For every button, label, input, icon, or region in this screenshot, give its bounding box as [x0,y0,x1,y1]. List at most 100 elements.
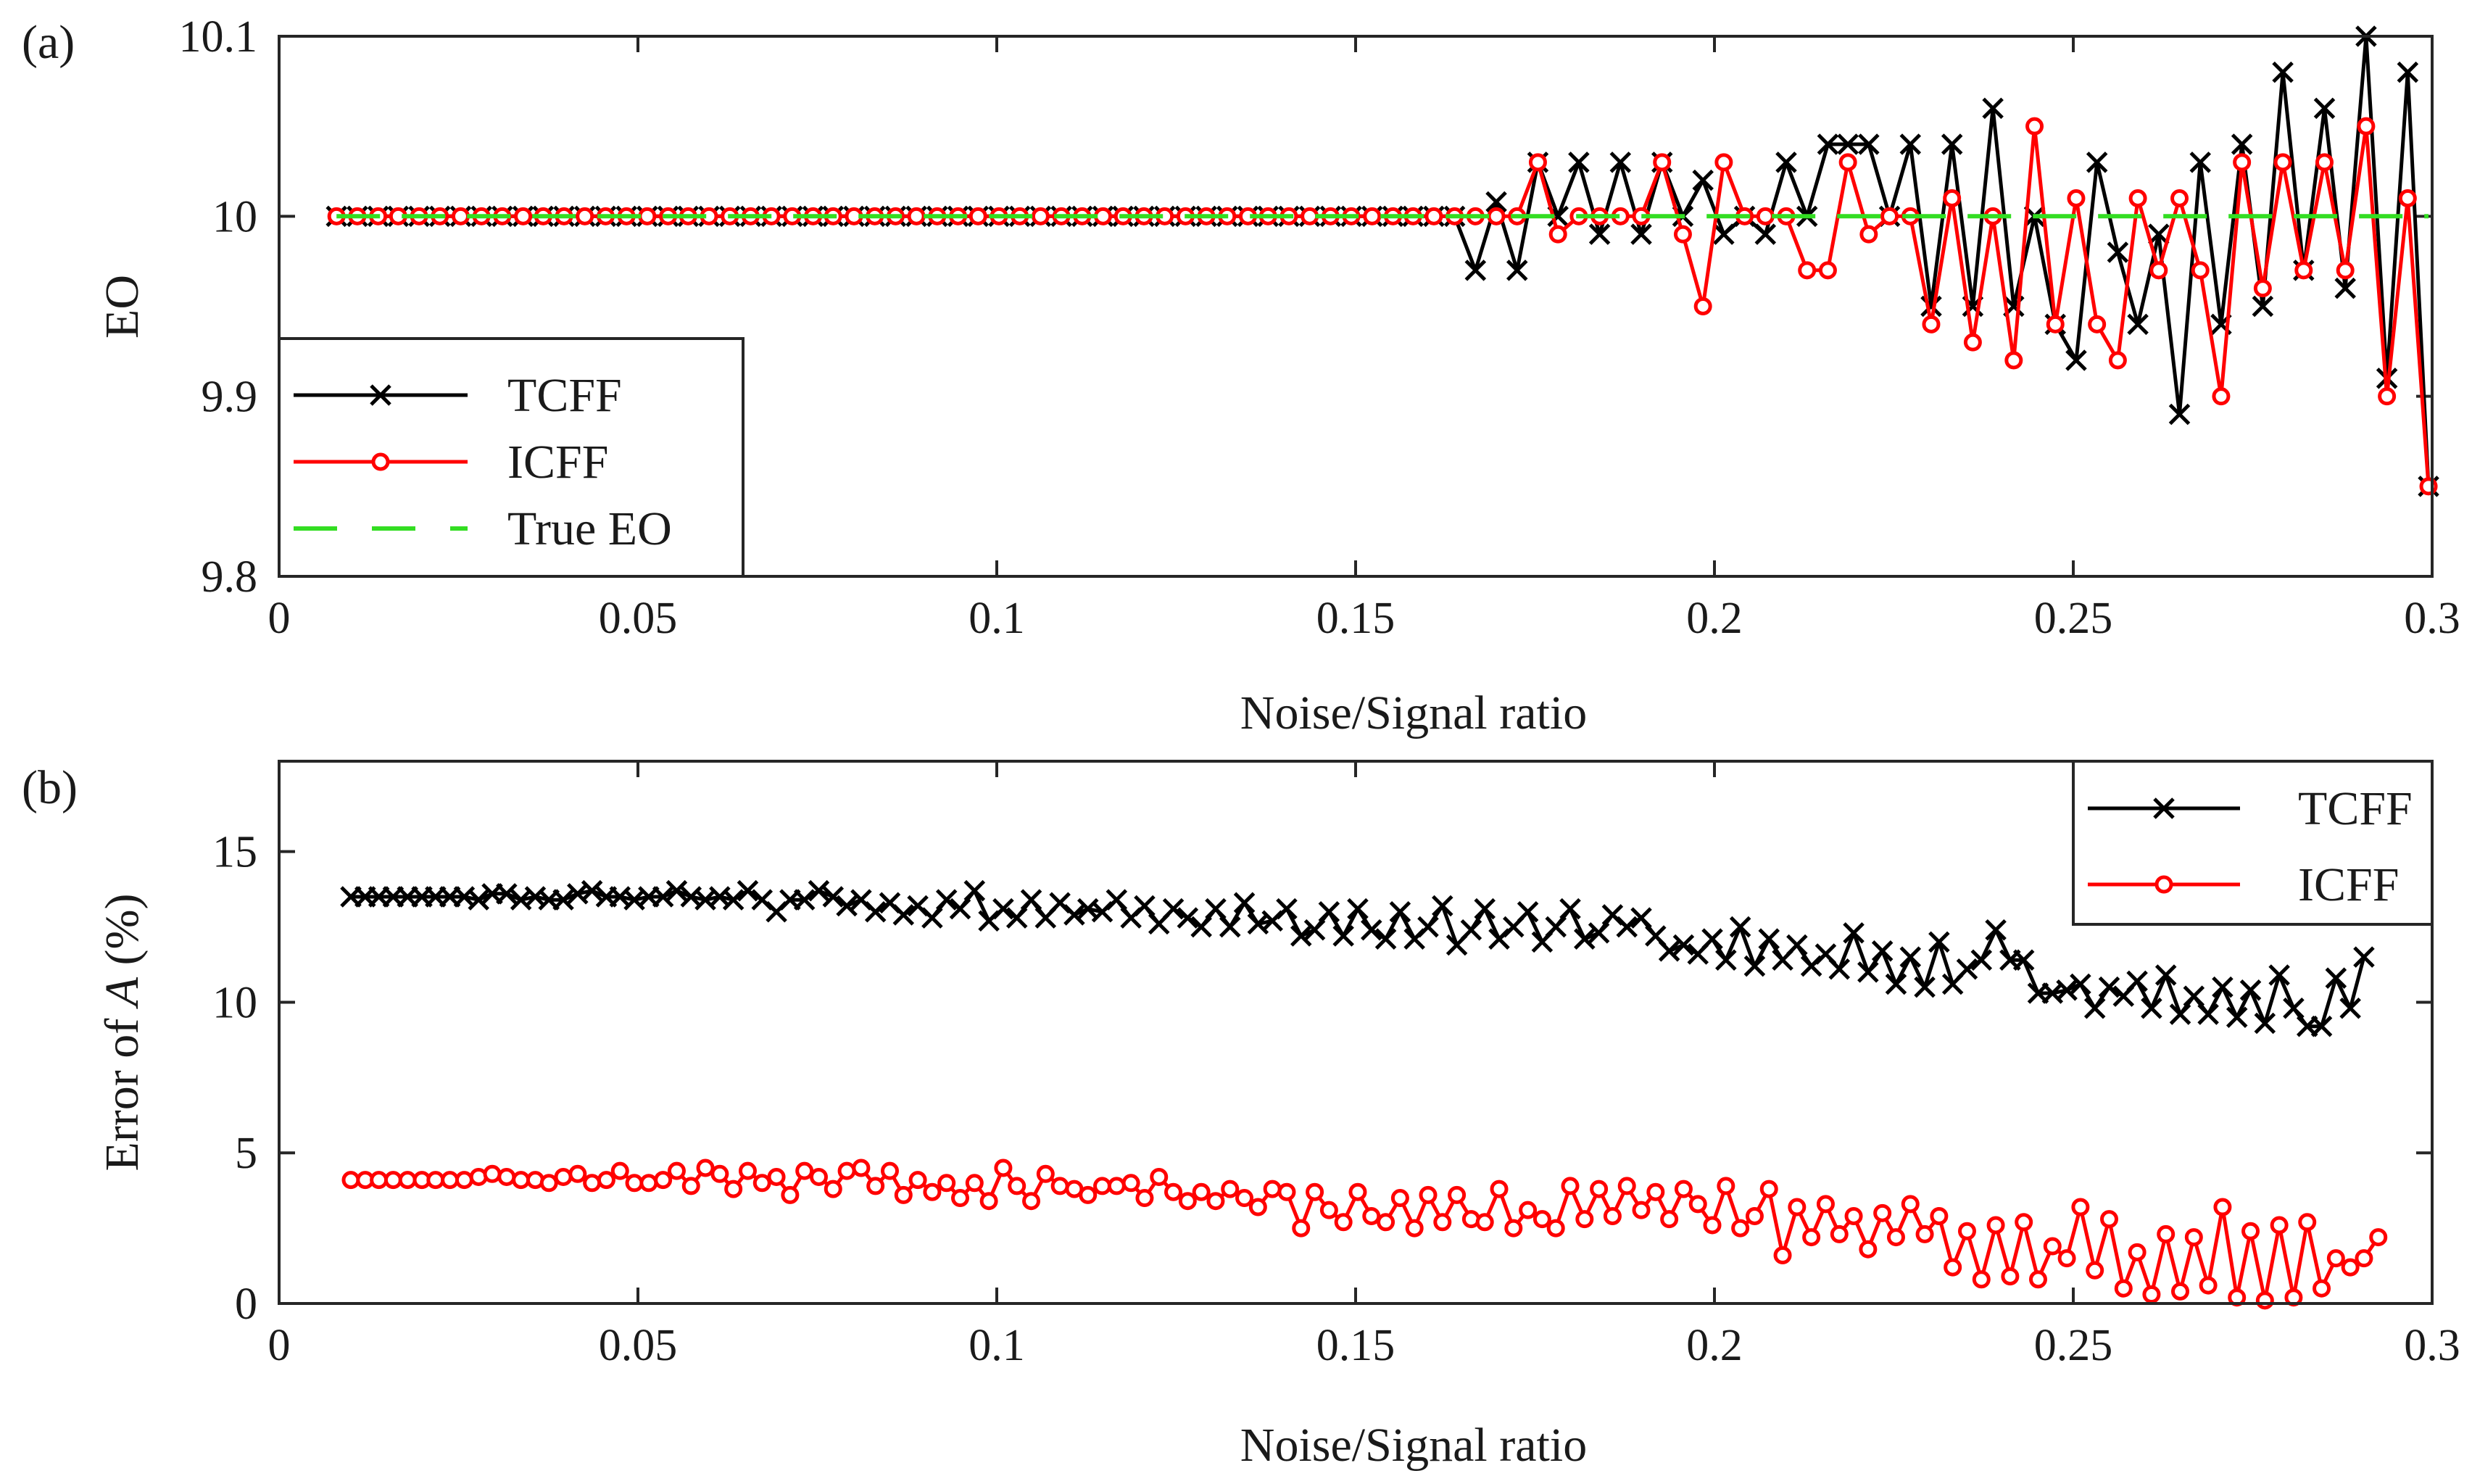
data-point-icff [1107,1177,1126,1195]
legend-marker-tcff [2153,797,2175,819]
panel-b-series [340,879,2388,1310]
data-point-tcff [2334,277,2356,299]
data-point-tcff [1754,223,1777,245]
data-point-icff [1475,1213,1494,1232]
data-point-icff [795,1161,814,1180]
data-point-icff [1150,1167,1169,1186]
data-point-icff [1164,1182,1183,1201]
data-point-tcff [2107,241,2129,263]
data-point-icff [951,1189,970,1208]
data-point-icff [738,1161,757,1180]
data-point-icff [1731,1219,1750,1238]
data-point-icff [441,1171,460,1190]
data-point-tcff [1219,916,1241,938]
y-tick-label: 10.1 [179,12,258,62]
data-point-icff [1693,297,1712,315]
data-point-icff [1548,225,1567,244]
panel-a-series [325,25,2439,497]
data-point-tcff [2325,967,2347,989]
panel-a-y-axis-label: EO [96,275,149,339]
data-point-icff [1957,1222,1976,1240]
data-point-tcff [2126,970,2148,992]
panel-b-y-axis-label-suffix: (%) [96,894,149,977]
data-point-tcff [1630,223,1652,245]
data-point-tcff [1559,898,1581,920]
data-point-icff [2071,1198,2090,1216]
data-point-icff [696,1158,715,1177]
data-point-icff [969,207,987,225]
panel-b-legend-box [2072,760,2434,926]
panel-a-ticks: 0 0.05 0.1 0.15 0.2 0.25 0.3 9.8 9.9 10 10.1 [179,12,2460,643]
data-point-tcff [2183,985,2205,1007]
legend-label-icff: ICFF [507,436,608,489]
data-point-icff [2270,1216,2289,1235]
data-point-icff [824,1180,842,1198]
data-point-icff [1008,1177,1026,1195]
data-point-tcff [1775,152,1797,173]
x-tick-label: 0.15 [1316,594,1395,643]
data-point-icff [638,207,657,225]
panel-b-y-axis-label-prefix: Error of [96,1006,149,1171]
data-point-tcff [1843,922,1865,944]
data-point-icff [1363,207,1382,225]
data-point-tcff [1914,976,1936,998]
data-point-icff [514,207,533,225]
x-tick-label: 0.3 [2404,594,2460,643]
data-point-icff [2369,1228,2388,1247]
data-point-tcff [1588,922,1610,944]
data-point-icff [852,1158,871,1177]
legend-label-icff: ICFF [2298,858,2399,911]
data-point-icff [1022,1192,1041,1211]
data-point-tcff [2098,976,2120,998]
data-point-icff [1575,1210,1594,1229]
data-point-icff [866,1177,885,1195]
data-point-icff [1756,207,1775,225]
data-point-icff [1798,261,1817,280]
data-point-tcff [1817,133,1839,155]
data-point-icff [1178,1192,1197,1211]
data-point-tcff [1332,925,1354,947]
data-point-tcff [1837,133,1859,155]
data-point-icff [1301,207,1319,225]
data-point-icff [1818,261,1837,280]
data-point-icff [341,1171,360,1190]
data-point-tcff [2283,997,2305,1019]
data-point-icff [2241,1222,2260,1240]
data-point-tcff [552,889,574,911]
data-point-tcff [1005,907,1028,929]
data-point-tcff [1460,919,1482,941]
data-point-tcff [892,904,915,926]
data-point-icff [2114,1279,2133,1298]
data-point-icff [2326,1249,2345,1268]
legend-label-tcff: TCFF [2298,782,2413,835]
data-point-tcff [1162,898,1185,920]
data-point-icff [2191,261,2210,280]
data-point-tcff [1474,898,1496,920]
data-point-tcff [1928,931,1950,953]
data-point-icff [710,1164,729,1183]
data-point-tcff [665,879,688,902]
panel-b-x-axis-label: Noise/Signal ratio [1240,1419,1587,1472]
data-point-icff [1886,1228,1905,1247]
data-point-tcff [2252,295,2274,318]
data-point-icff [1319,1201,1338,1219]
data-point-icff [1135,1189,1154,1208]
data-point-icff [2057,1249,2076,1268]
panel-a-x-axis-label: Noise/Signal ratio [1240,687,1587,739]
x-tick-label: 0.2 [1686,594,1743,643]
data-point-icff [1838,153,1857,172]
x-tick-label: 0.1 [969,594,1025,643]
x-tick-label: 0.15 [1316,1321,1395,1370]
data-point-icff [2298,1213,2317,1232]
data-point-icff [2157,1224,2176,1243]
data-point-icff [1546,1219,1565,1238]
data-point-icff [1561,1177,1580,1195]
data-point-tcff [2313,97,2336,120]
data-point-icff [2025,117,2044,136]
data-point-icff [497,1167,516,1186]
data-point-icff [923,1182,942,1201]
data-point-icff [2171,1282,2190,1301]
panel-b-axes-frame [278,760,2434,1305]
data-point-tcff [1588,223,1611,245]
data-point-icff [2212,387,2231,406]
